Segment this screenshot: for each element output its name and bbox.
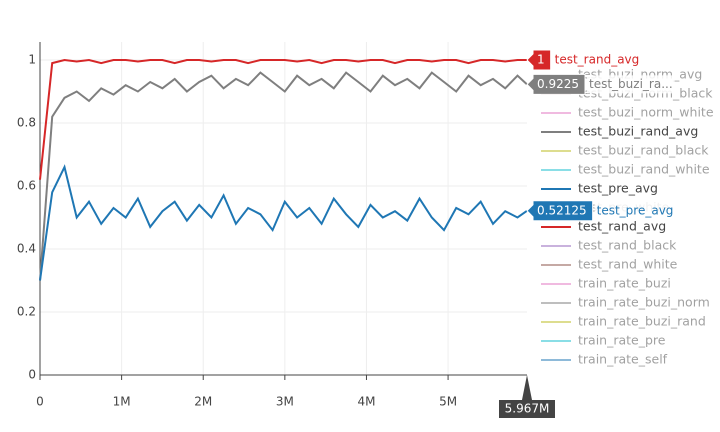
legend-item[interactable]: test_pre_avg: [541, 181, 658, 196]
hover-value: 0.9225: [537, 77, 579, 91]
x-tick-label: 3M: [276, 395, 294, 409]
legend-label: train_rate_self: [578, 352, 668, 367]
y-tick-label: 0: [28, 368, 36, 382]
hover-value: 1: [537, 52, 545, 66]
legend-label: train_rate_buzi_rand: [578, 314, 706, 329]
legend-item[interactable]: train_rate_pre: [541, 333, 666, 348]
y-tick-label: 1: [28, 52, 36, 66]
legend-item[interactable]: train_rate_buzi: [541, 276, 671, 291]
legend-label: test_buzi_rand_black: [578, 143, 709, 158]
legend-label: test_buzi_rand_avg: [578, 124, 698, 139]
legend-label: test_pre_avg: [578, 181, 658, 196]
legend-item[interactable]: train_rate_self: [541, 352, 668, 367]
hover-name-bg: [594, 201, 676, 220]
series-line: [39, 71, 528, 281]
x-tick-label: 1M: [113, 395, 131, 409]
hover-label: 0.9225 test_buzi_ra...: [526, 73, 675, 95]
x-tick-label: 2M: [194, 395, 212, 409]
legend-item[interactable]: test_buzi_rand_avg: [541, 124, 698, 139]
legend-item[interactable]: train_rate_buzi_rand: [541, 314, 706, 329]
legend-item[interactable]: test_buzi_rand_black: [541, 143, 709, 158]
hover-box: [526, 200, 594, 222]
hover-name-bg: [552, 50, 642, 69]
legend-label: test_rand_white: [578, 257, 678, 272]
y-tick-label: 0.8: [17, 115, 36, 129]
x-tick-label: 5M: [439, 395, 457, 409]
hover-x-box: [499, 375, 555, 418]
legend-label: train_rate_pre: [578, 333, 666, 348]
legend-item[interactable]: test_buzi_rand_white: [541, 162, 710, 177]
legend-label: test_buzi_rand_white: [578, 162, 710, 177]
legend-label: test_rand_avg: [578, 219, 666, 234]
legend-item[interactable]: test_buzi_norm_white: [541, 105, 714, 120]
series-line: [39, 164, 528, 281]
series-line: [39, 58, 527, 180]
hover-name-bg: [587, 75, 675, 94]
hover-label: 0.52125 test_pre_avg: [526, 200, 676, 222]
hover-name: test_rand_avg: [555, 52, 640, 66]
hover-x-label: 5.967M: [499, 375, 555, 418]
hover-x-text: 5.967M: [505, 402, 550, 416]
hover-box: [526, 73, 586, 95]
hover-box: [526, 49, 552, 71]
legend-label: train_rate_buzi_norm: [578, 295, 710, 310]
hover-label: 1 test_rand_avg: [526, 49, 642, 71]
y-tick-label: 0.2: [17, 304, 36, 318]
x-tick-label: 0: [36, 395, 44, 409]
hover-value: 0.52125: [537, 203, 587, 217]
x-tick-label: 4M: [357, 395, 375, 409]
legend-item[interactable]: test_rand_black: [541, 238, 677, 253]
legend-item[interactable]: train_rate_buzi_norm: [541, 295, 710, 310]
y-tick-label: 0.4: [17, 241, 36, 255]
legend-item[interactable]: test_rand_avg: [541, 219, 666, 234]
hover-name: test_buzi_ra...: [589, 77, 673, 91]
hover-name: test_pre_avg: [597, 203, 674, 217]
y-tick-label: 0.6: [17, 178, 36, 192]
legend-label: test_rand_black: [578, 238, 677, 253]
legend-item[interactable]: test_rand_white: [541, 257, 678, 272]
legend-label: test_buzi_norm_white: [578, 105, 714, 120]
legend-label: train_rate_buzi: [578, 276, 671, 291]
